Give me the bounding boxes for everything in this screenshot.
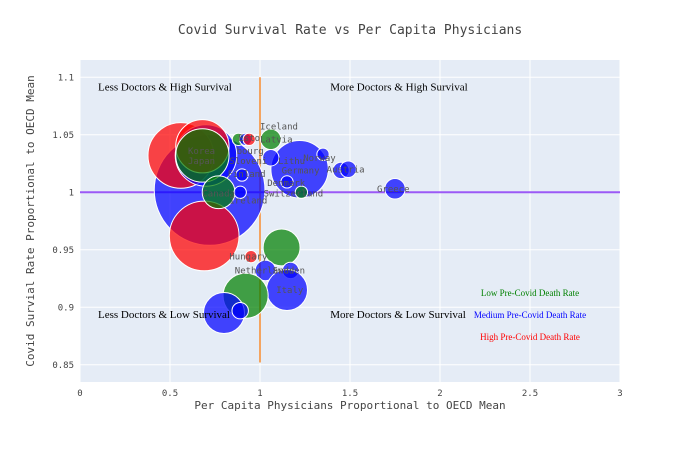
bubble-point bbox=[231, 302, 249, 320]
country-label: Esto bbox=[238, 134, 260, 144]
x-tick-label: 3 bbox=[617, 389, 622, 399]
bubble-point bbox=[235, 168, 249, 182]
country-label: Korea bbox=[188, 147, 215, 157]
bubble-point bbox=[262, 228, 301, 267]
y-tick-label: 1 bbox=[69, 188, 74, 198]
quadrant-label: Less Doctors & High Survival bbox=[98, 81, 232, 93]
x-tick-label: 0.5 bbox=[162, 389, 178, 399]
country-label: Latvia bbox=[260, 135, 293, 145]
x-tick-label: 1 bbox=[257, 389, 262, 399]
quadrant-labels: Less Doctors & High Survival More Doctors… bbox=[98, 81, 468, 321]
bubble-point bbox=[262, 149, 280, 167]
bubble-point bbox=[233, 185, 247, 199]
y-tick-label: 0.85 bbox=[52, 361, 74, 371]
y-axis-title: Covid Survial Rate Proportional to OECD … bbox=[24, 75, 37, 366]
bubble-point bbox=[242, 132, 256, 147]
legend-entry: Low Pre-Covid Death Rate bbox=[481, 288, 579, 298]
country-label: Ireland bbox=[229, 196, 267, 206]
country-label: Greece bbox=[377, 185, 410, 195]
bubble-point bbox=[339, 160, 357, 178]
y-tick-label: 1.05 bbox=[52, 131, 74, 141]
x-tick-label: 2 bbox=[437, 389, 442, 399]
bubble-point bbox=[294, 185, 309, 199]
tick-labels: 0 0.5 1 1.5 2 2.5 3 0.85 0.9 0.95 1 1.05 1.1 bbox=[52, 73, 622, 399]
bubble-points bbox=[147, 119, 406, 334]
country-label: Switzerland bbox=[264, 189, 324, 199]
country-label: Lithu bbox=[278, 157, 305, 167]
country-label: Canada bbox=[202, 189, 235, 199]
country-label: Finland bbox=[228, 170, 266, 180]
x-tick-label: 1.5 bbox=[342, 389, 358, 399]
bubble-point bbox=[244, 250, 258, 264]
bubble-point bbox=[168, 200, 240, 272]
bubble-point bbox=[175, 128, 230, 183]
y-tick-label: 0.9 bbox=[58, 303, 74, 313]
country-label: Denmark bbox=[267, 179, 306, 189]
x-axis-title: Per Capita Physicians Proportional to OE… bbox=[194, 399, 505, 412]
country-label: Japan bbox=[188, 157, 215, 167]
country-label: Sloveni bbox=[229, 157, 267, 167]
country-label: Norway bbox=[303, 154, 336, 164]
legend-entry: Medium Pre-Covid Death Rate bbox=[474, 310, 586, 320]
legend-entry: High Pre-Covid Death Rate bbox=[480, 332, 580, 342]
country-label: Netherlands bbox=[235, 266, 295, 276]
bubble-point bbox=[254, 259, 277, 282]
chart-title: Covid Survival Rate vs Per Capita Physic… bbox=[178, 23, 522, 38]
country-label: Austria bbox=[327, 165, 365, 175]
x-tick-label: 0 bbox=[77, 389, 82, 399]
country-label: Iceland bbox=[260, 123, 298, 133]
country-label: Italy bbox=[276, 286, 304, 296]
bubble-point bbox=[384, 178, 406, 200]
country-label: Germany bbox=[282, 166, 321, 176]
country-label: Sweden bbox=[273, 266, 306, 276]
country-label: Hungary bbox=[229, 253, 268, 263]
quadrant-label: Less Doctors & Low Survival bbox=[98, 309, 230, 321]
legend: Low Pre-Covid Death Rate Medium Pre-Covid… bbox=[474, 288, 586, 342]
bubble-point bbox=[316, 147, 330, 161]
y-tick-label: 0.95 bbox=[52, 246, 74, 256]
x-tick-label: 2.5 bbox=[522, 389, 538, 399]
quadrant-label: More Doctors & Low Survival bbox=[330, 309, 466, 321]
y-tick-label: 1.1 bbox=[58, 73, 74, 83]
bubble-point bbox=[280, 175, 294, 189]
quadrant-label: More Doctors & High Survival bbox=[330, 81, 467, 93]
country-label: bourg bbox=[237, 147, 264, 157]
